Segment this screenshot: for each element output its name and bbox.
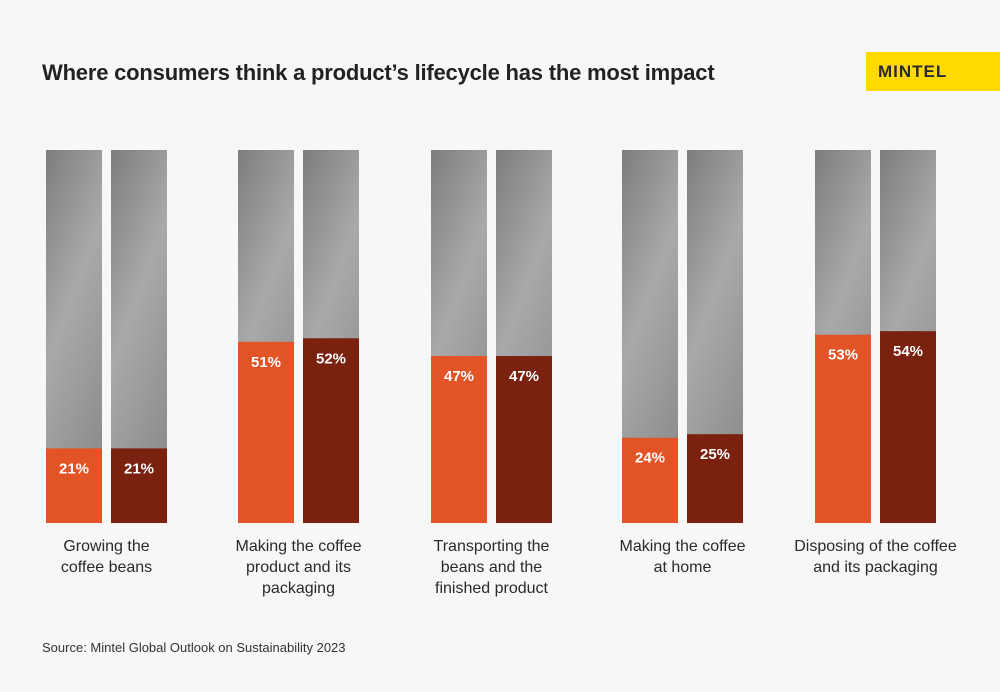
logo-text: MINTEL [878,62,948,81]
bar [46,448,102,523]
bar [622,437,678,523]
category-label: Growing the coffee beans [60,538,153,576]
category-label: Transporting the beans and the finished … [433,538,550,597]
category-label: Making the coffee at home [619,538,746,576]
category-label: Making the coffee product and its packag… [235,538,362,597]
data-label: 51% [251,354,281,371]
category-label: Disposing of the coffee and its packagin… [794,538,957,576]
source-note: Source: Mintel Global Outlook on Sustain… [42,640,346,655]
data-label: 53% [828,347,858,364]
data-label: 21% [124,460,154,477]
bar [303,338,359,523]
data-label: 21% [59,460,89,477]
data-label: 47% [509,368,539,385]
bar [431,356,487,523]
bar [496,356,552,523]
data-label: 52% [316,350,346,367]
mintel-logo: MINTEL [866,52,1000,91]
data-label: 24% [635,450,665,467]
data-label: 47% [444,368,474,385]
bar [815,334,871,523]
bar [880,331,936,523]
data-label: 54% [893,343,923,360]
data-label: 25% [700,446,730,463]
bar [687,434,743,523]
bar [111,448,167,523]
chart-title: Where consumers think a product’s lifecy… [42,60,715,85]
bar [238,341,294,523]
